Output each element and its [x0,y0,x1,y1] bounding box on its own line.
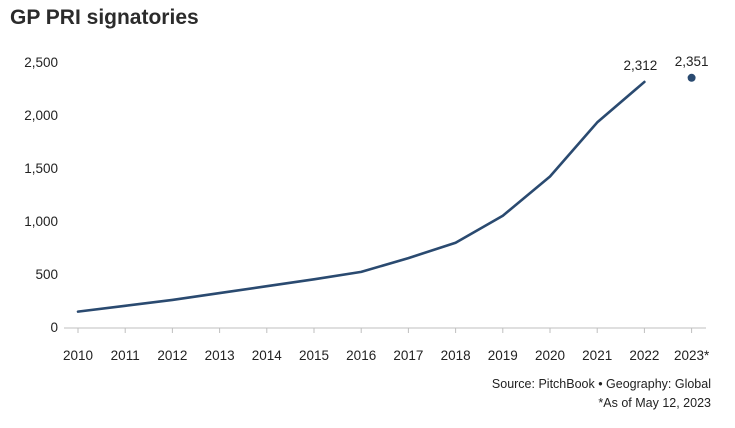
footnote: *As of May 12, 2023 [598,396,711,410]
x-tick-label: 2015 [299,348,329,363]
y-tick-label: 2,000 [24,108,58,123]
x-tick-label: 2010 [63,348,93,363]
data-label: 2,351 [675,54,709,69]
y-tick-label: 500 [35,267,58,282]
x-tick-label: 2022 [629,348,659,363]
x-tick-label: 2020 [535,348,565,363]
x-tick-label: 2011 [111,348,140,363]
y-tick-label: 2,500 [24,55,58,70]
x-tick-label: 2013 [205,348,235,363]
y-tick-label: 1,000 [24,214,58,229]
source-note: Source: PitchBook • Geography: Global [491,377,711,391]
highlight-point [687,73,696,82]
y-tick-label: 0 [50,320,58,335]
plot-area: 2,312 2,351 [76,54,709,313]
x-axis: 2010 2011 2012 2013 2014 2015 2016 2017 2018 2019… [63,327,710,363]
x-tick-label: 2023* [674,348,710,363]
data-label: 2,312 [624,58,658,73]
x-tick-label: 2012 [157,348,187,363]
x-tick-label: 2017 [393,348,423,363]
x-tick-label: 2016 [346,348,376,363]
x-tick-label: 2019 [488,348,518,363]
x-tick-label: 2021 [582,348,612,363]
x-tick-label: 2014 [252,348,283,363]
y-tick-label: 1,500 [24,161,58,176]
chart-title: GP PRI signatories [10,6,199,29]
series-line [76,80,646,313]
x-tick-label: 2018 [441,348,471,363]
y-axis: 0 500 1,000 1,500 2,000 2,500 [24,55,58,335]
